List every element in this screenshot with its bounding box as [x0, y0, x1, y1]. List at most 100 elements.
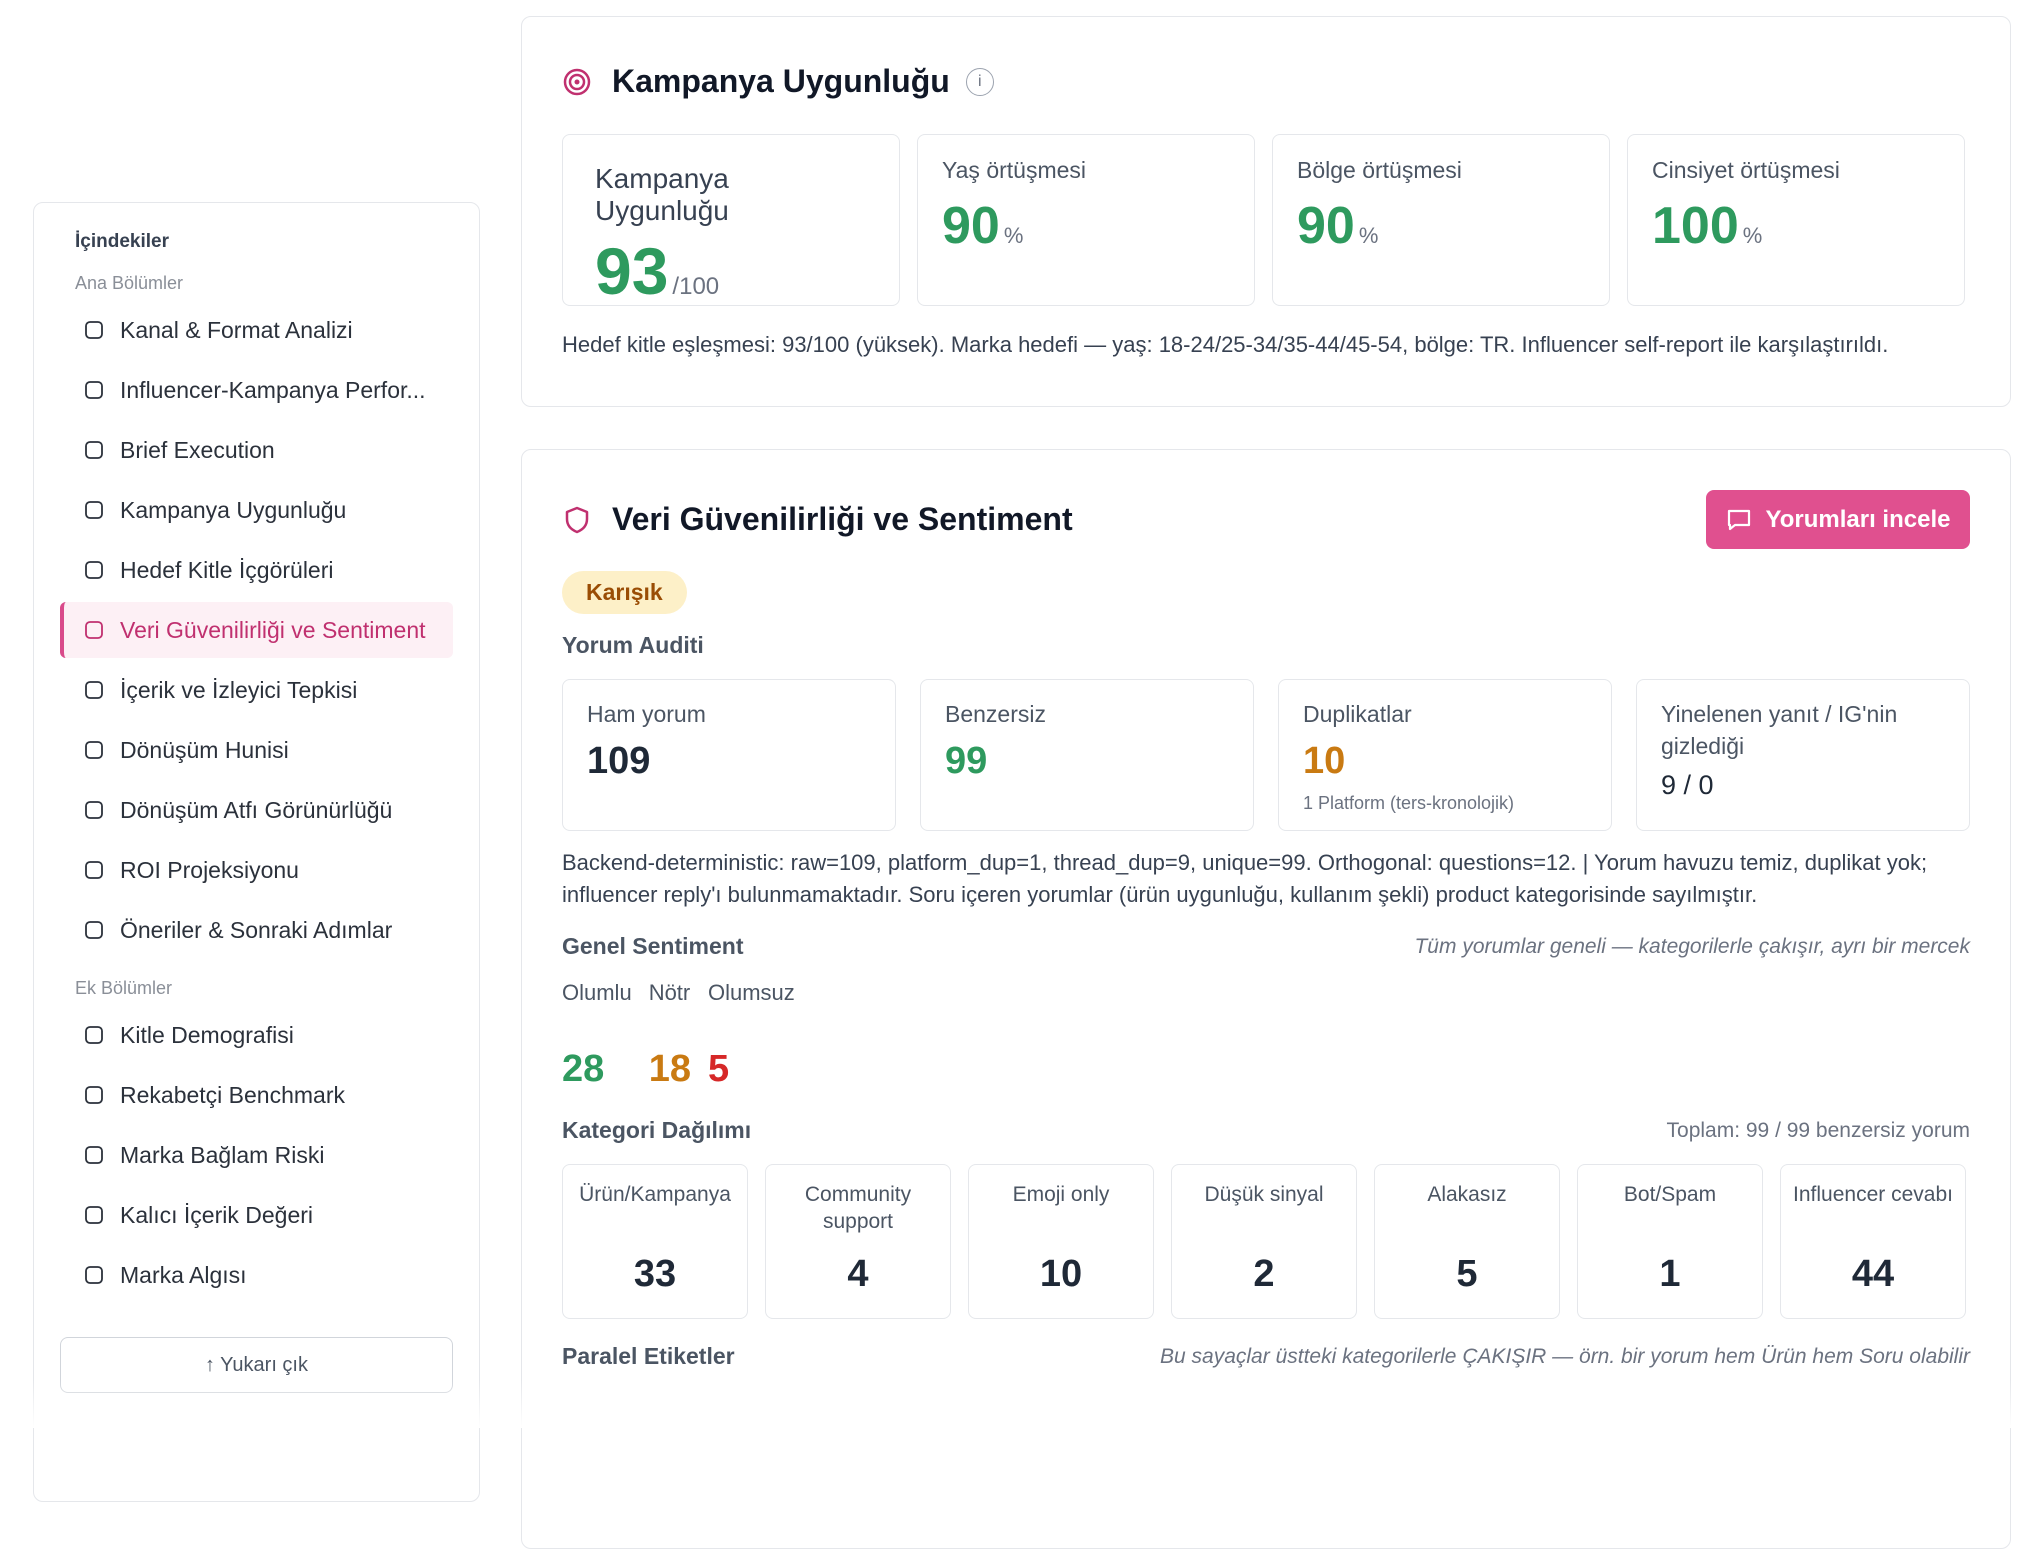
target-icon — [563, 68, 591, 95]
nav-label: Influencer-Kampanya Perfor... — [120, 376, 426, 403]
audit-label: Yinelenen yanıt / IG'nin gizlediği — [1661, 701, 1898, 759]
nav-icon — [85, 861, 103, 879]
nav-icon — [85, 1266, 103, 1284]
score-label: Kampanya Uygunluğu — [595, 163, 729, 226]
nav-label: Kitle Demografisi — [120, 1021, 294, 1048]
overlap-box: Bölge örtüşmesi 90% — [1272, 134, 1610, 306]
section-note: Tüm yorumlar geneli — kategorilerle çakı… — [1414, 934, 1970, 958]
overlap-label: Cinsiyet örtüşmesi — [1652, 157, 1840, 183]
nav-icon — [85, 801, 103, 819]
nav-label: Kalıcı İçerik Değeri — [120, 1201, 314, 1228]
nav-label: Dönüşüm Atfı Görünürlüğü — [120, 796, 393, 823]
nav-icon — [85, 381, 103, 399]
category-box: Influencer cevabı 44 — [1780, 1164, 1966, 1319]
nav-item[interactable]: ROI Projeksiyonu — [60, 842, 453, 898]
section-title: Kategori Dağılımı — [562, 1117, 752, 1143]
audit-box: Ham yorum 109 — [562, 679, 896, 831]
audit-value: 109 — [587, 740, 651, 782]
sentiment-box: Nötr 18 — [649, 980, 691, 1091]
card-title: Kampanya Uygunluğu — [612, 63, 950, 99]
nav-icon — [85, 921, 103, 939]
sentiment-label: Olumlu — [562, 980, 632, 1005]
audit-box: Benzersiz 99 — [920, 679, 1254, 831]
category-box: Community support 4 — [765, 1164, 951, 1319]
nav-icon — [85, 441, 103, 459]
card-header: Kampanya Uygunluğu i — [562, 63, 1970, 100]
category-label: Emoji only — [1012, 1183, 1110, 1206]
category-label: Bot/Spam — [1623, 1183, 1717, 1206]
nav-item[interactable]: Influencer-Kampanya Perfor... — [60, 362, 453, 418]
info-icon[interactable]: i — [965, 67, 994, 96]
category-value: 5 — [1456, 1253, 1478, 1295]
comment-icon — [1727, 509, 1750, 530]
sentiment-badge: Karışık — [562, 571, 687, 614]
nav-icon — [85, 741, 103, 759]
score-suffix: /100 — [672, 273, 720, 300]
category-value: 10 — [1039, 1253, 1083, 1295]
overlap-box: Yaş örtüşmesi 90% — [917, 134, 1255, 306]
nav-item[interactable]: Marka Bağlam Riski — [60, 1127, 453, 1183]
campaign-fit-card: Kampanya Uygunluğu i Kampanya Uygunluğu … — [521, 16, 2011, 407]
audit-box: Yinelenen yanıt / IG'nin gizlediği 9 / 0 — [1636, 679, 1970, 831]
overlap-value-row: 90% — [1297, 196, 1585, 256]
overlap-box: Cinsiyet örtüşmesi 100% — [1627, 134, 1965, 306]
review-comments-button[interactable]: Yorumları incele — [1706, 490, 1970, 549]
sidebar-title: İçindekiler — [75, 231, 169, 252]
nav-label: Veri Güvenilirliği ve Sentiment — [120, 616, 426, 643]
card-title: Veri Güvenilirliği ve Sentiment — [612, 501, 1073, 537]
nav-label: Öneriler & Sonraki Adımlar — [120, 916, 393, 943]
category-box: Alakasız 5 — [1374, 1164, 1560, 1319]
sentiment-box: Olumsuz 5 — [708, 980, 795, 1091]
nav-label: İçerik ve İzleyici Tepkisi — [120, 676, 358, 703]
nav-item[interactable]: İçerik ve İzleyici Tepkisi — [60, 662, 453, 718]
nav-icon — [85, 561, 103, 579]
nav-icon — [85, 501, 103, 519]
nav-item[interactable]: Rekabetçi Benchmark — [60, 1067, 453, 1123]
category-value: 4 — [847, 1253, 869, 1295]
section-note: Bu sayaçlar üstteki kategorilerle ÇAKIŞI… — [1160, 1344, 1970, 1368]
sentiment-box: Olumlu 28 — [562, 980, 632, 1091]
nav-label: Rekabetçi Benchmark — [120, 1081, 345, 1108]
nav-icon — [85, 321, 103, 339]
category-label: Düşük sinyal — [1204, 1183, 1324, 1206]
audit-note: Backend-deterministic: raw=109, platform… — [562, 850, 1928, 907]
category-value: 33 — [633, 1253, 677, 1295]
reliability-card: Veri Güvenilirliği ve Sentiment Yorumlar… — [521, 449, 2011, 1549]
category-box: Ürün/Kampanya 33 — [562, 1164, 748, 1319]
overlap-value-row: 90% — [942, 196, 1230, 256]
page: İçindekiler Ana Bölümler Kanal & Format A… — [0, 16, 2042, 1549]
nav-item[interactable]: Dönüşüm Atfı Görünürlüğü — [60, 782, 453, 838]
card-header: Veri Güvenilirliği ve Sentiment — [562, 501, 1073, 538]
sidebar-heading: Ana Bölümler — [75, 273, 184, 293]
audit-value: 99 — [945, 740, 988, 782]
nav-item[interactable]: Brief Execution — [60, 422, 453, 478]
nav-item[interactable]: Kanal & Format Analizi — [60, 302, 453, 358]
category-box: Düşük sinyal 2 — [1171, 1164, 1357, 1319]
nav-label: ROI Projeksiyonu — [120, 856, 299, 883]
nav-item[interactable]: Kalıcı İçerik Değeri — [60, 1187, 453, 1243]
nav-item[interactable]: Öneriler & Sonraki Adımlar — [60, 902, 453, 958]
nav-item[interactable]: Dönüşüm Hunisi — [60, 722, 453, 778]
overlap-label: Yaş örtüşmesi — [942, 157, 1087, 183]
nav-icon — [85, 621, 103, 639]
nav-item[interactable]: Kitle Demografisi — [60, 1007, 453, 1063]
section-note: Toplam: 99 / 99 benzersiz yorum — [1666, 1118, 1970, 1142]
nav-icon — [85, 1206, 103, 1224]
nav-item[interactable]: Veri Güvenilirliği ve Sentiment — [60, 602, 453, 658]
nav-label: Marka Bağlam Riski — [120, 1141, 325, 1168]
category-label: Alakasız — [1427, 1183, 1507, 1206]
nav-label: Dönüşüm Hunisi — [120, 736, 289, 763]
score-box: Kampanya Uygunluğu 93/100 — [562, 134, 900, 308]
overlap-unit: % — [1742, 223, 1763, 248]
sidebar-heading: Ek Bölümler — [75, 978, 173, 998]
sentiment-value: 5 — [707, 1048, 730, 1090]
audit-sub: 1 Platform (ters-kronolojik) — [1303, 793, 1515, 813]
overlap-unit: % — [1358, 223, 1379, 248]
category-value: 44 — [1851, 1253, 1895, 1295]
nav-item[interactable]: Hedef Kitle İçgörüleri — [60, 542, 453, 598]
section-title: Yorum Auditi — [562, 632, 704, 658]
nav-item[interactable]: Marka Algısı — [60, 1247, 453, 1303]
nav-item[interactable]: Kampanya Uygunluğu — [60, 482, 453, 538]
nav-icon — [85, 1026, 103, 1044]
shield-icon — [565, 506, 589, 533]
